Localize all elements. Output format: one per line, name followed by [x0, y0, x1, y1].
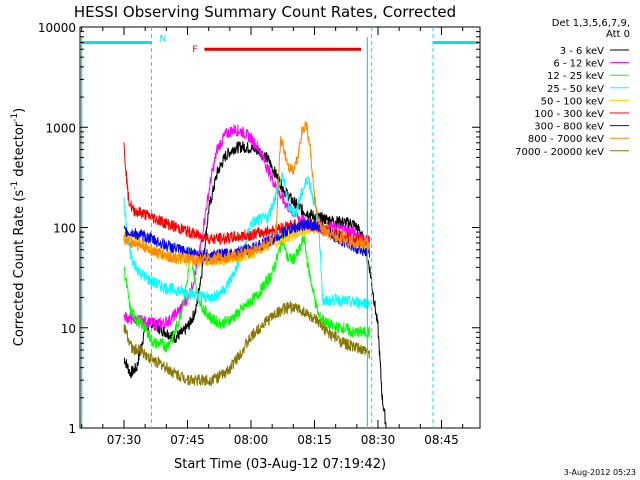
y-axis: 1 10 100 1000 10000	[38, 21, 480, 436]
series-line-2	[123, 234, 370, 353]
legend-label-1: 6 - 12 keV	[553, 59, 604, 70]
legend-label-0: 3 - 6 keV	[560, 46, 604, 57]
x-tick-label-1: 07:45	[170, 433, 205, 447]
x-tick-label-2: 08:00	[234, 433, 269, 447]
legend-label-5: 100 - 300 keV	[534, 109, 604, 120]
legend-label-4: 50 - 100 keV	[541, 96, 605, 107]
legend-label-6: 300 - 800 keV	[534, 122, 604, 133]
legend: Det 1,3,5,6,7,9,Att 03 - 6 keV 6 - 12 keV…	[515, 18, 630, 158]
x-axis-label: Start Time (03-Aug-12 07:19:42)	[174, 457, 386, 472]
x-axis: 07:30 07:45 08:00 08:15 08:30 08:45	[81, 27, 464, 447]
y-tick-label-1: 10	[61, 322, 76, 336]
x-tick-label-4: 08:30	[361, 433, 396, 447]
legend-label-3: 25 - 50 keV	[547, 84, 604, 95]
series-line-5	[123, 142, 370, 247]
y-tick-label-0: 1	[68, 422, 76, 436]
legend-label-2: 12 - 25 keV	[547, 71, 604, 82]
series-line-8	[123, 301, 370, 388]
series-group	[123, 120, 387, 428]
legend-label-7: 800 - 7000 keV	[528, 134, 604, 145]
y-axis-label: Corrected Count Rate (s-1 detector-1)	[10, 108, 27, 346]
y-tick-label-3: 1000	[45, 121, 76, 135]
legend-header-1: Att 0	[606, 29, 630, 40]
plot-area: NF	[79, 26, 481, 429]
y-tick-label-2: 100	[53, 222, 76, 236]
x-tick-label-3: 08:15	[297, 433, 332, 447]
x-tick-label-0: 07:30	[107, 433, 142, 447]
legend-header-0: Det 1,3,5,6,7,9,	[552, 18, 630, 29]
series-line-3	[123, 172, 370, 310]
y-tick-label-4: 10000	[38, 21, 76, 35]
flare-flag-label: F	[192, 45, 197, 55]
chart-title: HESSI Observing Summary Count Rates, Cor…	[74, 3, 456, 21]
legend-label-8: 7000 - 20000 keV	[515, 147, 604, 158]
x-tick-label-5: 08:45	[424, 433, 459, 447]
series-line-7	[123, 120, 370, 267]
footer-date: 3-Aug-2012 05:23	[564, 468, 636, 477]
night-flag-label: N	[160, 35, 167, 45]
series-line-0	[123, 141, 387, 428]
